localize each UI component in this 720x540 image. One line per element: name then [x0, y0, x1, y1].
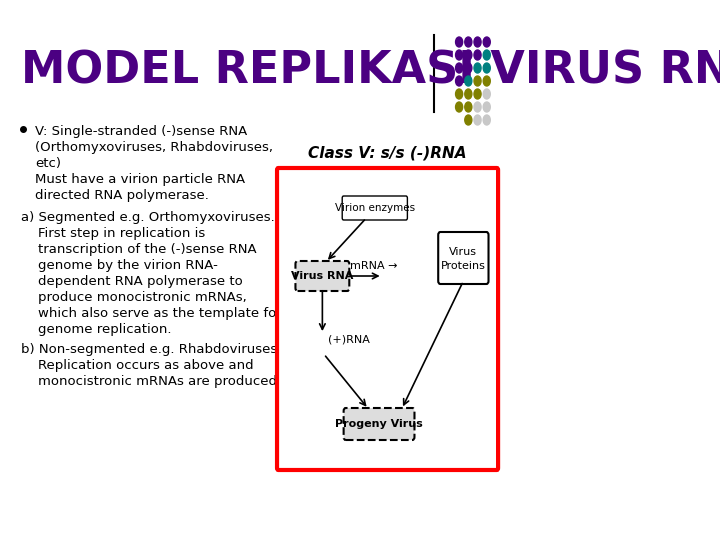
Circle shape: [465, 37, 472, 47]
FancyBboxPatch shape: [277, 168, 498, 470]
FancyBboxPatch shape: [342, 196, 408, 220]
Circle shape: [483, 115, 490, 125]
Circle shape: [483, 37, 490, 47]
Circle shape: [474, 89, 481, 99]
Circle shape: [474, 50, 481, 60]
Text: directed RNA polymerase.: directed RNA polymerase.: [35, 189, 210, 202]
Circle shape: [483, 89, 490, 99]
Circle shape: [474, 102, 481, 112]
Circle shape: [456, 102, 463, 112]
Text: monocistronic mRNAs are produced.: monocistronic mRNAs are produced.: [22, 375, 282, 388]
Circle shape: [483, 50, 490, 60]
Text: Must have a virion particle RNA: Must have a virion particle RNA: [35, 173, 246, 186]
Circle shape: [456, 50, 463, 60]
Text: b) Non-segmented e.g. Rhabdoviruses.: b) Non-segmented e.g. Rhabdoviruses.: [22, 343, 282, 356]
Circle shape: [474, 63, 481, 73]
Text: produce monocistronic mRNAs,: produce monocistronic mRNAs,: [22, 291, 247, 304]
Circle shape: [465, 102, 472, 112]
Circle shape: [483, 76, 490, 86]
Text: Virion enzymes: Virion enzymes: [335, 203, 415, 213]
Text: which also serve as the template for: which also serve as the template for: [22, 307, 282, 320]
Text: (+)RNA: (+)RNA: [328, 335, 370, 345]
Circle shape: [483, 102, 490, 112]
Circle shape: [456, 89, 463, 99]
Text: Progeny Virus: Progeny Virus: [336, 419, 423, 429]
Circle shape: [465, 63, 472, 73]
Circle shape: [483, 63, 490, 73]
FancyBboxPatch shape: [295, 261, 349, 291]
Text: Class V: s/s (-)RNA: Class V: s/s (-)RNA: [308, 145, 467, 160]
Text: Proteins: Proteins: [441, 261, 486, 271]
Text: genome by the virion RNA-: genome by the virion RNA-: [22, 259, 218, 272]
Circle shape: [474, 37, 481, 47]
FancyBboxPatch shape: [343, 408, 415, 440]
Text: MODEL REPLIKASI VIRUS RNA: MODEL REPLIKASI VIRUS RNA: [22, 50, 720, 93]
Text: etc): etc): [35, 157, 61, 170]
Text: Virus: Virus: [449, 247, 477, 257]
Circle shape: [465, 89, 472, 99]
Circle shape: [456, 63, 463, 73]
Text: transcription of the (-)sense RNA: transcription of the (-)sense RNA: [22, 243, 257, 256]
Text: mRNA →: mRNA →: [350, 261, 397, 271]
Text: Replication occurs as above and: Replication occurs as above and: [22, 359, 254, 372]
Text: a) Segmented e.g. Orthomyxoviruses.: a) Segmented e.g. Orthomyxoviruses.: [22, 211, 275, 224]
Circle shape: [465, 115, 472, 125]
Text: First step in replication is: First step in replication is: [22, 227, 205, 240]
Text: Virus RNA: Virus RNA: [291, 271, 354, 281]
Text: (Orthomyxoviruses, Rhabdoviruses,: (Orthomyxoviruses, Rhabdoviruses,: [35, 141, 274, 154]
Text: genome replication.: genome replication.: [22, 323, 172, 336]
Circle shape: [474, 115, 481, 125]
Circle shape: [456, 37, 463, 47]
FancyBboxPatch shape: [438, 232, 488, 284]
Circle shape: [465, 76, 472, 86]
Text: dependent RNA polymerase to: dependent RNA polymerase to: [22, 275, 243, 288]
Text: V: Single-stranded (-)sense RNA: V: Single-stranded (-)sense RNA: [35, 125, 248, 138]
Circle shape: [456, 76, 463, 86]
Circle shape: [465, 50, 472, 60]
Circle shape: [474, 76, 481, 86]
